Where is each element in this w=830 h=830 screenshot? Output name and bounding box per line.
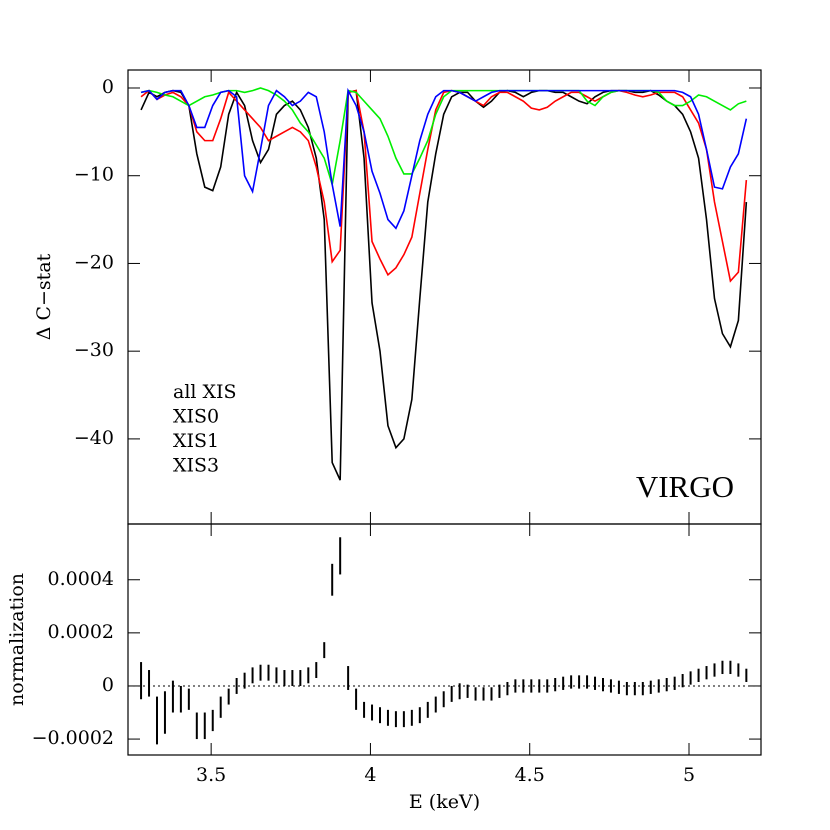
- y-tick-label: −30: [74, 339, 114, 361]
- x-tick-label: 5: [683, 764, 695, 786]
- x-tick-label: 3.5: [196, 764, 226, 786]
- x-tick-label: 4.5: [515, 764, 545, 786]
- legend-entry: all XIS: [173, 381, 237, 403]
- y-tick-label: −10: [74, 164, 114, 186]
- y-axis-label: normalization: [6, 573, 28, 706]
- y-tick-label: 0: [102, 674, 114, 696]
- bottom-frame: [127, 523, 762, 756]
- y-tick-label: 0: [102, 76, 114, 98]
- x-axis-label: E (keV): [409, 791, 480, 813]
- x-tick-label: 4: [364, 764, 376, 786]
- y-axis-label: Δ C−stat: [33, 253, 55, 340]
- series-line: [140, 89, 748, 283]
- y-tick-label: 0.0002: [48, 621, 114, 643]
- legend-entry: XIS1: [173, 430, 219, 452]
- top-frame: [127, 69, 762, 525]
- y-tick-label: −40: [74, 427, 114, 449]
- annotation: VIRGO: [636, 469, 734, 504]
- y-tick-label: 0.0004: [48, 568, 114, 590]
- y-tick-label: −0.0002: [32, 727, 114, 749]
- series-line: [140, 87, 748, 230]
- y-tick-label: −20: [74, 251, 114, 273]
- legend-entry: XIS3: [173, 455, 219, 477]
- legend-entry: XIS0: [173, 406, 219, 428]
- series-line: [140, 87, 747, 185]
- series-line: [140, 89, 748, 481]
